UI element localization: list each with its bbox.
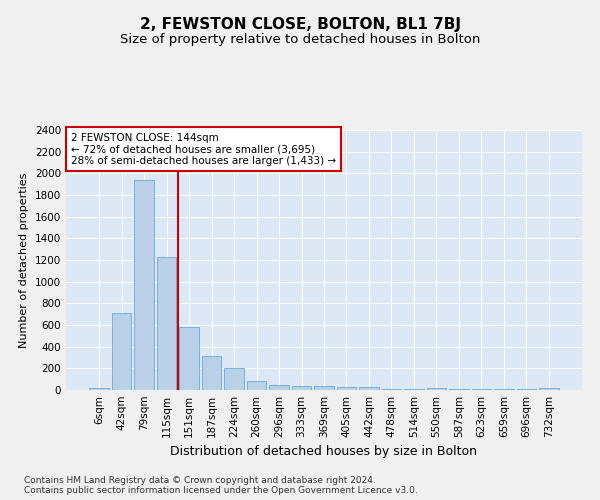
X-axis label: Distribution of detached houses by size in Bolton: Distribution of detached houses by size … <box>170 446 478 458</box>
Bar <box>539 388 559 390</box>
Text: Size of property relative to detached houses in Bolton: Size of property relative to detached ho… <box>120 32 480 46</box>
Bar <box>179 327 199 390</box>
Bar <box>359 388 379 390</box>
Bar <box>247 381 266 390</box>
Bar <box>89 388 109 390</box>
Bar <box>314 386 334 390</box>
Text: 2, FEWSTON CLOSE, BOLTON, BL1 7BJ: 2, FEWSTON CLOSE, BOLTON, BL1 7BJ <box>139 18 461 32</box>
Bar <box>292 386 311 390</box>
Bar <box>224 368 244 390</box>
Bar <box>337 388 356 390</box>
Y-axis label: Number of detached properties: Number of detached properties <box>19 172 29 348</box>
Text: 2 FEWSTON CLOSE: 144sqm
← 72% of detached houses are smaller (3,695)
28% of semi: 2 FEWSTON CLOSE: 144sqm ← 72% of detache… <box>71 132 336 166</box>
Bar <box>427 388 446 390</box>
Bar <box>134 180 154 390</box>
Bar <box>382 388 401 390</box>
Bar <box>404 388 424 390</box>
Bar <box>112 313 131 390</box>
Text: Contains HM Land Registry data © Crown copyright and database right 2024.
Contai: Contains HM Land Registry data © Crown c… <box>24 476 418 495</box>
Bar <box>157 258 176 390</box>
Bar <box>202 356 221 390</box>
Bar <box>269 385 289 390</box>
